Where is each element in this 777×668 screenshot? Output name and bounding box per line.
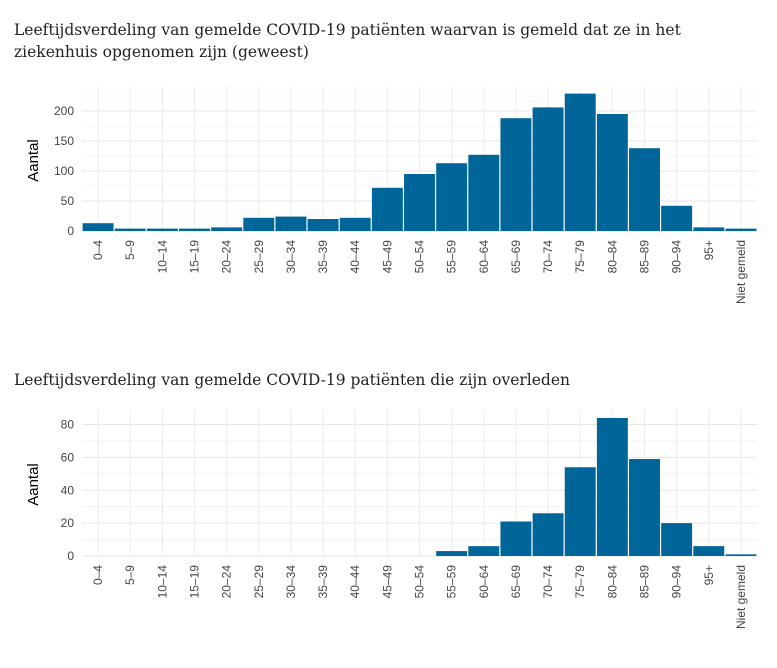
bar-50–54: [404, 174, 435, 231]
x-tick-label: 95+: [702, 565, 716, 585]
x-tick-label: 70–74: [541, 565, 555, 599]
x-tick-label: 25–29: [252, 565, 266, 599]
x-tick-label: 5–9: [123, 565, 137, 585]
x-tick-label: Niet gemeld: [734, 565, 748, 629]
y-tick-label: 0: [67, 224, 74, 238]
x-tick-label: 40–44: [348, 565, 362, 599]
x-tick-label: 35–39: [316, 240, 330, 274]
bar-20–24: [211, 227, 243, 231]
y-tick-label: 50: [61, 194, 75, 208]
x-tick-label: 80–84: [605, 565, 619, 599]
x-tick-label: 45–49: [380, 565, 394, 599]
x-tick-label: 95+: [702, 240, 716, 260]
y-tick-label: 150: [54, 134, 74, 148]
x-tick-label: 30–34: [284, 565, 298, 599]
bar-80–84: [596, 417, 628, 556]
bar-30–34: [275, 216, 307, 231]
bar-80–84: [596, 114, 628, 231]
bar-90–94: [661, 523, 693, 556]
bar-90–94: [661, 205, 693, 231]
y-tick-label: 80: [61, 418, 75, 432]
x-tick-label: 60–64: [477, 565, 491, 599]
x-tick-label: 90–94: [670, 565, 684, 599]
bar-60–64: [468, 154, 500, 231]
x-tick-label: 35–39: [316, 565, 330, 599]
bar-55–59: [436, 551, 468, 556]
y-axis-label: Aantal: [25, 139, 42, 182]
x-tick-label: 50–54: [413, 565, 427, 599]
y-tick-label: 200: [54, 104, 74, 118]
bar-75–79: [564, 93, 596, 231]
bar-55–59: [436, 163, 468, 231]
x-tick-label: 20–24: [220, 240, 234, 274]
x-tick-label: 55–59: [445, 565, 459, 599]
y-tick-label: 20: [61, 516, 75, 530]
x-tick-label: 55–59: [445, 240, 459, 274]
x-tick-label: 20–24: [220, 565, 234, 599]
x-tick-label: 60–64: [477, 240, 491, 274]
bar-85–89: [629, 148, 660, 231]
y-tick-label: 60: [61, 450, 75, 464]
x-tick-label: 0–4: [91, 565, 105, 585]
chart-2: 0 20 40 60 80 0–4 5–9 10–14 15–19 20–24 25–29 30–34…: [25, 409, 757, 629]
x-tick-label: 45–49: [380, 240, 394, 274]
bar-85–89: [629, 459, 660, 556]
bar-95+: [693, 546, 725, 556]
x-tick-label: 10–14: [155, 565, 169, 599]
bar-Niet gemeld: [725, 554, 757, 556]
chart-1-title-line-1: Leeftijdsverdeling van gemelde COVID-19 …: [14, 21, 681, 39]
x-tick-label: 25–29: [252, 240, 266, 274]
x-tick-label: 15–19: [188, 565, 202, 599]
bar-35–39: [307, 219, 339, 231]
x-tick-label: 5–9: [123, 240, 137, 260]
x-tick-label: 65–69: [509, 240, 523, 274]
x-tick-label: 90–94: [670, 240, 684, 274]
chart-1-title: Leeftijdsverdeling van gemelde COVID-19 …: [14, 19, 681, 63]
x-tick-label: Niet gemeld: [734, 240, 748, 304]
x-tick-label: 30–34: [284, 240, 298, 274]
y-axis-label: Aantal: [25, 463, 42, 506]
x-tick-label: 85–89: [638, 240, 652, 274]
x-tick-label: 10–14: [155, 240, 169, 274]
x-tick-label: 70–74: [541, 240, 555, 274]
bar-25–29: [243, 217, 275, 231]
chart-2-title: Leeftijdsverdeling van gemelde COVID-19 …: [14, 369, 570, 391]
bar-45–49: [371, 187, 403, 231]
x-tick-label: 75–79: [573, 565, 587, 599]
chart-2-title-line-1: Leeftijdsverdeling van gemelde COVID-19 …: [14, 371, 571, 389]
x-tick-label: 50–54: [413, 240, 427, 274]
bar-Niet gemeld: [725, 228, 757, 231]
x-tick-label: 0–4: [91, 240, 105, 260]
bar-70–74: [532, 107, 564, 231]
bar-10–14: [146, 228, 178, 231]
bar-65–69: [500, 521, 532, 556]
x-tick-label: 65–69: [509, 565, 523, 599]
y-tick-label: 40: [61, 483, 75, 497]
bar-65–69: [500, 118, 532, 231]
bar-0–4: [82, 223, 114, 231]
bar-75–79: [564, 467, 596, 556]
bar-15–19: [179, 228, 210, 231]
bar-60–64: [468, 546, 500, 556]
x-tick-label: 85–89: [638, 565, 652, 599]
bar-70–74: [532, 513, 564, 556]
x-tick-label: 80–84: [605, 240, 619, 274]
x-tick-label: 40–44: [348, 240, 362, 274]
x-tick-label: 75–79: [573, 240, 587, 274]
bar-5–9: [114, 228, 146, 231]
bar-40–44: [339, 217, 371, 231]
y-tick-label: 100: [54, 164, 74, 178]
chart-1-title-line-2: ziekenhuis opgenomen zijn (geweest): [14, 43, 309, 61]
bar-95+: [693, 227, 725, 231]
x-tick-label: 15–19: [188, 240, 202, 274]
chart-1: 0 50 100 150 200 0–4 5–9 10–14 15–19 20–24 25–29 30…: [25, 86, 757, 304]
y-tick-label: 0: [67, 549, 74, 563]
